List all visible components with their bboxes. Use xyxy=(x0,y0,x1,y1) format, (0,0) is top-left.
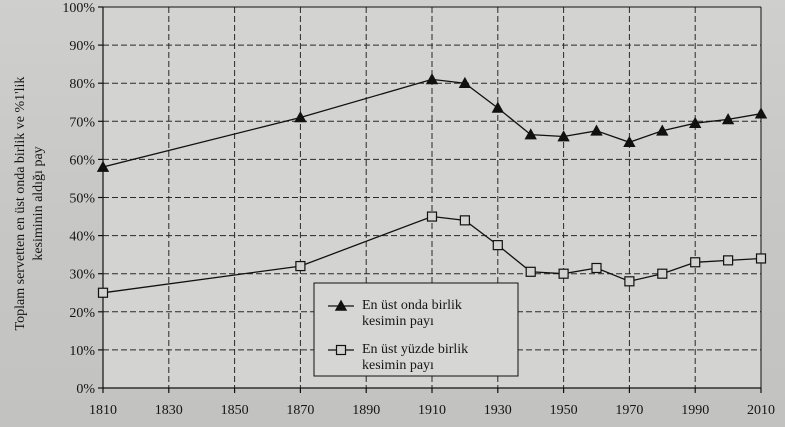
legend-label-line: En üst onda birlik xyxy=(362,298,462,313)
data-point-square xyxy=(624,276,635,287)
x-tick-label: 1890 xyxy=(352,403,380,418)
data-point-square xyxy=(459,215,470,226)
data-point-square xyxy=(755,253,767,264)
legend-box xyxy=(313,282,519,377)
data-point-square xyxy=(295,260,306,272)
data-point-triangle xyxy=(557,130,570,142)
data-point-triangle xyxy=(754,107,768,119)
tick-labels: 0% 10% 20% 30% 40% 50% 60% 70% 80% 90% 100% 1810 183… xyxy=(62,1,775,418)
series-group xyxy=(96,73,768,298)
y-tick-label: 10% xyxy=(69,344,95,359)
y-tick-label: 70% xyxy=(69,115,95,130)
data-point-triangle xyxy=(656,124,669,136)
legend-marker-square xyxy=(335,344,347,356)
y-tick-label: 20% xyxy=(69,306,95,321)
x-tick-label: 1850 xyxy=(221,403,249,418)
y-tick-label: 30% xyxy=(69,268,95,283)
legend-label-line: kesimin payı xyxy=(362,314,434,329)
data-point-square xyxy=(492,240,503,251)
y-tick-label: 80% xyxy=(69,77,95,92)
data-point-triangle xyxy=(524,128,537,140)
data-point-square xyxy=(591,262,602,274)
data-point-triangle xyxy=(425,73,439,85)
x-tick-label: 1910 xyxy=(418,403,446,418)
y-tick-label: 50% xyxy=(69,192,95,207)
y-tick-label: 90% xyxy=(69,39,95,54)
data-point-square xyxy=(722,255,734,266)
y-axis-title-line: kesiminin aldığı pay xyxy=(31,146,46,260)
series-top-percent xyxy=(97,211,767,298)
data-point-square xyxy=(525,266,536,277)
y-axis-title: Toplam servetten en üst onda birlik ve %… xyxy=(13,77,46,331)
x-tick-label: 1950 xyxy=(550,403,578,418)
data-point-square xyxy=(97,287,109,298)
x-tick-label: 1810 xyxy=(89,403,117,418)
data-point-triangle xyxy=(96,160,110,172)
series-top-tenth xyxy=(96,73,768,172)
axes xyxy=(98,6,762,393)
x-tick-label: 2010 xyxy=(747,403,775,418)
y-tick-label: 0% xyxy=(76,382,95,397)
x-tick-label: 1930 xyxy=(484,403,512,418)
data-point-triangle xyxy=(721,113,735,125)
data-point-triangle xyxy=(491,101,504,113)
y-axis-title-line: Toplam servetten en üst onda birlik ve %… xyxy=(13,77,28,331)
data-point-triangle xyxy=(623,135,636,148)
y-tick-label: 60% xyxy=(69,153,95,168)
data-point-triangle xyxy=(458,76,472,88)
x-tick-label: 1830 xyxy=(155,403,183,418)
legend-marker-triangle xyxy=(334,299,348,311)
x-tick-label: 1870 xyxy=(286,403,314,418)
y-tick-label: 100% xyxy=(62,1,95,16)
data-point-square xyxy=(657,268,668,279)
legend-label-line: kesimin payı xyxy=(362,358,434,373)
data-point-square xyxy=(426,211,438,222)
data-point-triangle xyxy=(689,116,702,129)
x-tick-label: 1970 xyxy=(615,403,643,418)
data-point-triangle xyxy=(590,124,603,136)
x-tick-label: 1990 xyxy=(681,403,709,418)
data-point-triangle xyxy=(294,111,307,123)
y-tick-label: 40% xyxy=(69,230,95,245)
data-point-square xyxy=(690,257,701,268)
data-point-square xyxy=(558,268,569,279)
legend-label-line: En üst yüzde birlik xyxy=(362,342,468,357)
